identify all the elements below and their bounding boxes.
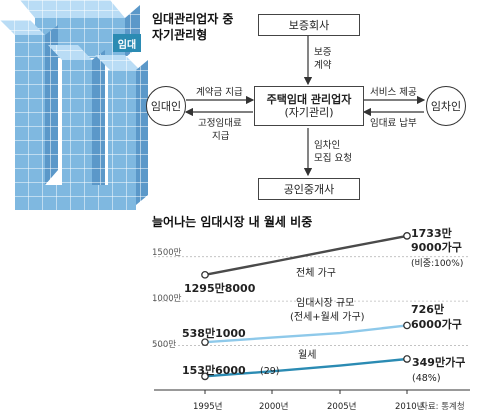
- diagram-arrows: [184, 28, 426, 177]
- market-end-label-l1: 726만: [411, 303, 445, 316]
- series-2-point-1995: [201, 372, 209, 381]
- broker-box: 공인중개사: [258, 178, 360, 200]
- chart-source: 자료: 통계청: [420, 402, 465, 412]
- x-tick-1995: 1995년: [193, 402, 223, 412]
- monthly-start-pct: (29): [260, 366, 280, 377]
- series-0-point-1995: [201, 270, 209, 279]
- cube-illustration: [0, 0, 148, 210]
- edge-contract-deposit: 계약금 지급: [196, 87, 243, 98]
- center-box-line2: (자기관리): [284, 106, 334, 119]
- series-1-point-1995: [201, 338, 209, 347]
- market-series-name-l2: (전세+월세 가구): [290, 312, 365, 323]
- edge-guarantee-l1: 보증: [314, 47, 332, 58]
- edge-rent-payment: 임대료 납부: [370, 118, 417, 129]
- market-start-label: 538만1000: [182, 327, 246, 340]
- series-0-point-2010: [403, 232, 411, 240]
- x-tick-2010: 2010년: [395, 402, 425, 412]
- center-box: 주택임대 관리업자 (자기관리): [254, 86, 364, 126]
- badge-label: 임대: [113, 34, 141, 52]
- series-2-point-2010: [403, 355, 411, 363]
- edge-fixed-rent-l1: 고정임대료: [198, 118, 242, 129]
- series-line-2: [204, 357, 408, 378]
- edge-tenant-request-l2: 모집 요청: [314, 153, 352, 164]
- edge-service: 서비스 제공: [370, 87, 417, 98]
- edge-tenant-request-l1: 임차인: [314, 140, 341, 151]
- edge-fixed-rent-l2: 지급: [212, 131, 230, 142]
- series-line-0: [204, 234, 408, 276]
- total-start-label: 1295만8000: [184, 282, 256, 295]
- total-end-label-l2: 9000가구: [411, 241, 462, 254]
- monthly-start-label: 153만6000: [182, 364, 246, 377]
- total-end-label-l1: 1733만: [411, 227, 452, 240]
- diagram-title-line2: 자기관리형: [152, 28, 208, 42]
- monthly-series-name: 월세: [298, 350, 317, 361]
- series-1-point-2010: [403, 321, 411, 330]
- total-end-label-l3: (비중:100%): [411, 259, 464, 269]
- guarantor-box: 보증회사: [258, 14, 360, 36]
- center-box-line1: 주택임대 관리업자: [266, 93, 352, 106]
- landlord-node: 임대인: [146, 86, 186, 126]
- market-end-label-l2: 6000가구: [411, 318, 462, 331]
- y-tick-1500: 1500만: [152, 248, 182, 258]
- x-tick-2005: 2005년: [327, 402, 357, 412]
- chart-title: 늘어나는 임대시장 내 월세 비중: [152, 215, 313, 229]
- total-series-name: 전체 가구: [296, 268, 336, 279]
- tenant-node: 임차인: [426, 86, 466, 126]
- y-tick-1000: 1000만: [152, 294, 182, 304]
- x-tick-2000: 2000년: [259, 402, 289, 412]
- edge-guarantee-l2: 계약: [314, 60, 332, 71]
- series-line-1: [204, 324, 408, 344]
- market-series-name-l1: 임대시장 규모: [296, 298, 355, 309]
- y-tick-500: 500만: [152, 340, 177, 350]
- diagram-title-line1: 임대관리업자 중: [152, 12, 234, 26]
- monthly-end-label-l2: (48%): [412, 373, 441, 384]
- monthly-end-label-l1: 349만가구: [412, 356, 466, 369]
